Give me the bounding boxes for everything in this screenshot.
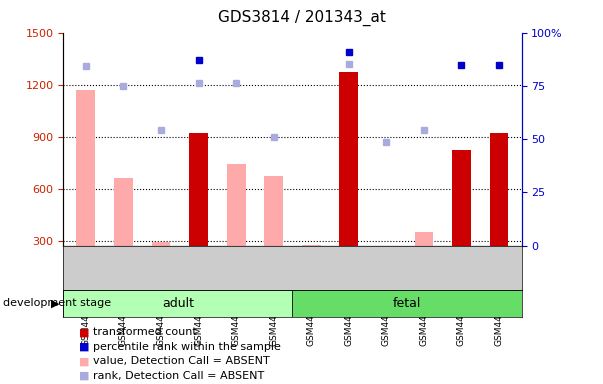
Text: ■: ■ xyxy=(79,327,90,337)
Text: ■: ■ xyxy=(79,371,90,381)
Text: GDS3814 / 201343_at: GDS3814 / 201343_at xyxy=(218,10,385,26)
Text: ■: ■ xyxy=(79,356,90,366)
Text: ■: ■ xyxy=(79,342,90,352)
Bar xyxy=(63,290,292,317)
Text: rank, Detection Call = ABSENT: rank, Detection Call = ABSENT xyxy=(93,371,265,381)
Bar xyxy=(264,177,283,246)
Text: ▶: ▶ xyxy=(51,298,59,308)
Bar xyxy=(452,151,471,246)
Bar xyxy=(302,245,321,246)
Text: value, Detection Call = ABSENT: value, Detection Call = ABSENT xyxy=(93,356,270,366)
Bar xyxy=(292,290,522,317)
Bar xyxy=(227,164,245,246)
Text: percentile rank within the sample: percentile rank within the sample xyxy=(93,342,282,352)
Bar xyxy=(414,232,434,246)
Bar xyxy=(339,73,358,246)
Text: transformed count: transformed count xyxy=(93,327,197,337)
Bar xyxy=(490,133,508,246)
Bar xyxy=(151,242,171,246)
Bar xyxy=(189,133,208,246)
Bar xyxy=(114,178,133,246)
Text: development stage: development stage xyxy=(3,298,111,308)
Text: fetal: fetal xyxy=(393,297,421,310)
Bar xyxy=(77,90,95,246)
Text: adult: adult xyxy=(162,297,194,310)
